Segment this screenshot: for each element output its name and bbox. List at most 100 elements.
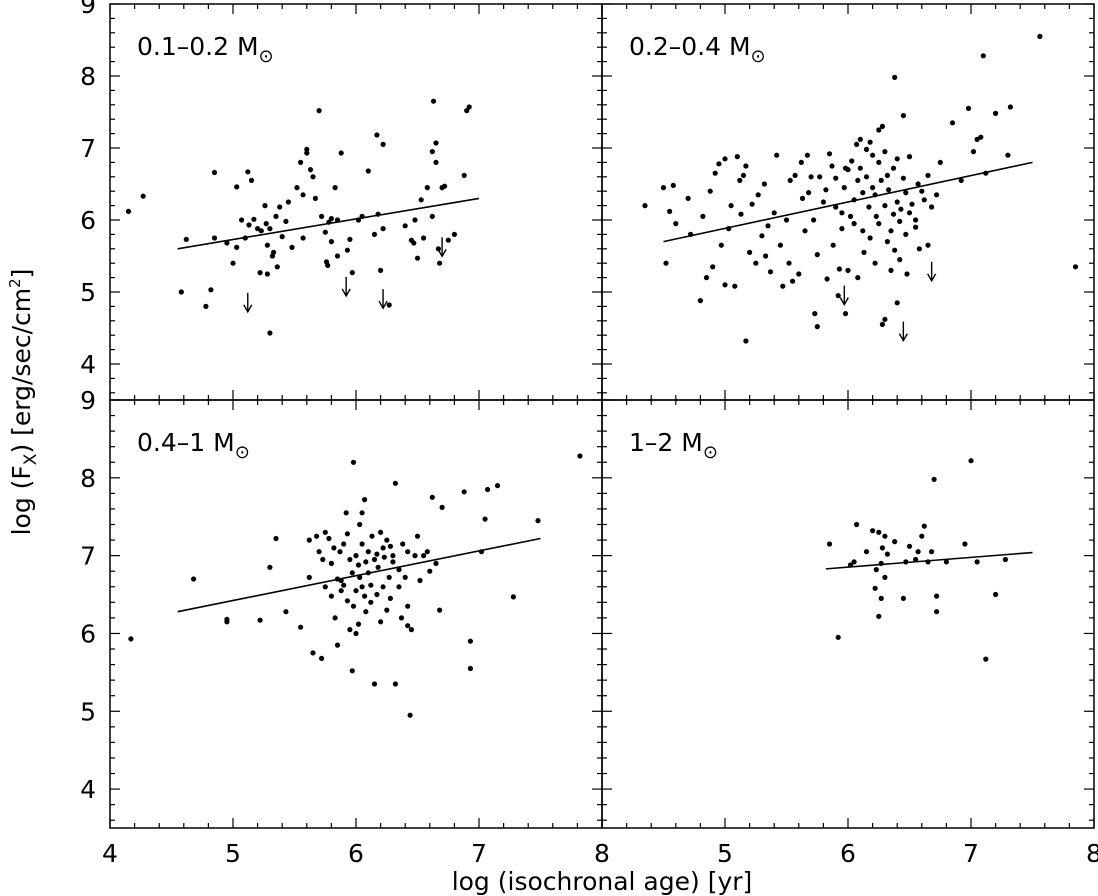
data-point: [993, 110, 999, 116]
data-point: [374, 132, 380, 138]
data-point: [312, 195, 318, 201]
data-point: [888, 267, 894, 273]
data-point: [234, 244, 240, 250]
data-point: [349, 270, 355, 276]
data-point: [804, 152, 811, 158]
data-point: [203, 303, 209, 309]
data-point: [264, 271, 270, 277]
data-point: [884, 172, 891, 178]
data-point: [980, 53, 986, 59]
y-tick-label: 4: [80, 350, 96, 379]
data-point: [362, 497, 368, 503]
data-point: [798, 159, 804, 165]
data-point: [743, 163, 749, 169]
panel-title-range: 0.1–0.2 M: [137, 32, 259, 61]
data-point: [427, 568, 433, 574]
y-axis-label-prefix: log (F: [7, 465, 36, 535]
data-point: [925, 559, 931, 565]
data-point: [753, 260, 759, 266]
upper-limit-arrow: [839, 285, 849, 307]
data-point: [378, 529, 384, 535]
data-point: [355, 562, 362, 568]
data-point: [246, 222, 252, 228]
data-point: [337, 549, 343, 555]
panel-frame: [109, 399, 603, 829]
data-point: [906, 210, 913, 216]
data-point: [421, 235, 427, 241]
data-point: [316, 549, 322, 555]
data-point: [700, 213, 706, 219]
data-point: [407, 712, 413, 718]
data-point: [937, 159, 943, 165]
data-point: [894, 300, 900, 306]
data-point: [765, 223, 771, 229]
data-point: [239, 217, 245, 223]
data-point: [876, 221, 882, 227]
data-point: [439, 504, 445, 510]
data-point: [873, 213, 879, 219]
data-point: [411, 240, 417, 246]
data-point: [430, 98, 437, 104]
data-point: [670, 182, 676, 188]
data-point: [970, 149, 977, 155]
data-point: [890, 165, 897, 171]
data-point: [792, 172, 798, 178]
data-point: [892, 247, 898, 253]
upper-limit-arrow: [898, 321, 908, 343]
data-point: [867, 235, 873, 241]
data-point: [857, 165, 863, 171]
data-point: [325, 262, 331, 268]
data-point: [380, 545, 386, 551]
data-point: [929, 204, 935, 210]
upper-limit-arrow: [927, 261, 937, 283]
data-point: [906, 543, 913, 549]
data-point: [421, 553, 427, 559]
data-point: [378, 619, 384, 625]
data-point: [350, 603, 357, 609]
data-point: [368, 582, 374, 588]
data-point: [433, 159, 439, 165]
data-point: [319, 213, 325, 219]
data-point: [783, 217, 790, 223]
data-point: [375, 564, 381, 570]
data-point: [380, 226, 386, 232]
data-point: [494, 483, 501, 489]
data-point: [855, 275, 861, 281]
data-point: [897, 218, 903, 224]
data-point: [879, 545, 886, 551]
data-point: [879, 321, 886, 327]
data-point: [718, 242, 724, 248]
data-point: [461, 489, 467, 495]
data-point: [442, 183, 448, 189]
data-point: [353, 588, 359, 594]
panel-title: 0.1–0.2 M⊙: [137, 32, 274, 67]
data-point: [854, 141, 860, 147]
data-point: [424, 549, 430, 555]
y-tick-label: 5: [80, 278, 96, 307]
data-point: [847, 213, 854, 219]
data-point: [743, 338, 749, 344]
data-point: [894, 199, 900, 205]
data-point: [1037, 33, 1043, 40]
data-point: [685, 195, 691, 201]
data-point: [787, 177, 793, 183]
data-point: [833, 204, 839, 210]
data-point: [921, 523, 927, 529]
data-point: [304, 146, 310, 152]
data-point: [267, 564, 273, 570]
data-point: [808, 174, 814, 180]
data-point: [974, 559, 980, 565]
data-point: [796, 271, 802, 277]
x-tick-label: 6: [840, 839, 856, 868]
data-point: [849, 158, 855, 164]
data-point: [882, 203, 888, 209]
data-point: [353, 630, 359, 637]
data-point: [402, 223, 408, 229]
data-point: [125, 208, 132, 214]
data-point: [855, 177, 861, 183]
data-point: [726, 226, 732, 232]
data-point: [273, 535, 279, 542]
data-point: [208, 287, 214, 293]
data-point: [667, 208, 673, 214]
